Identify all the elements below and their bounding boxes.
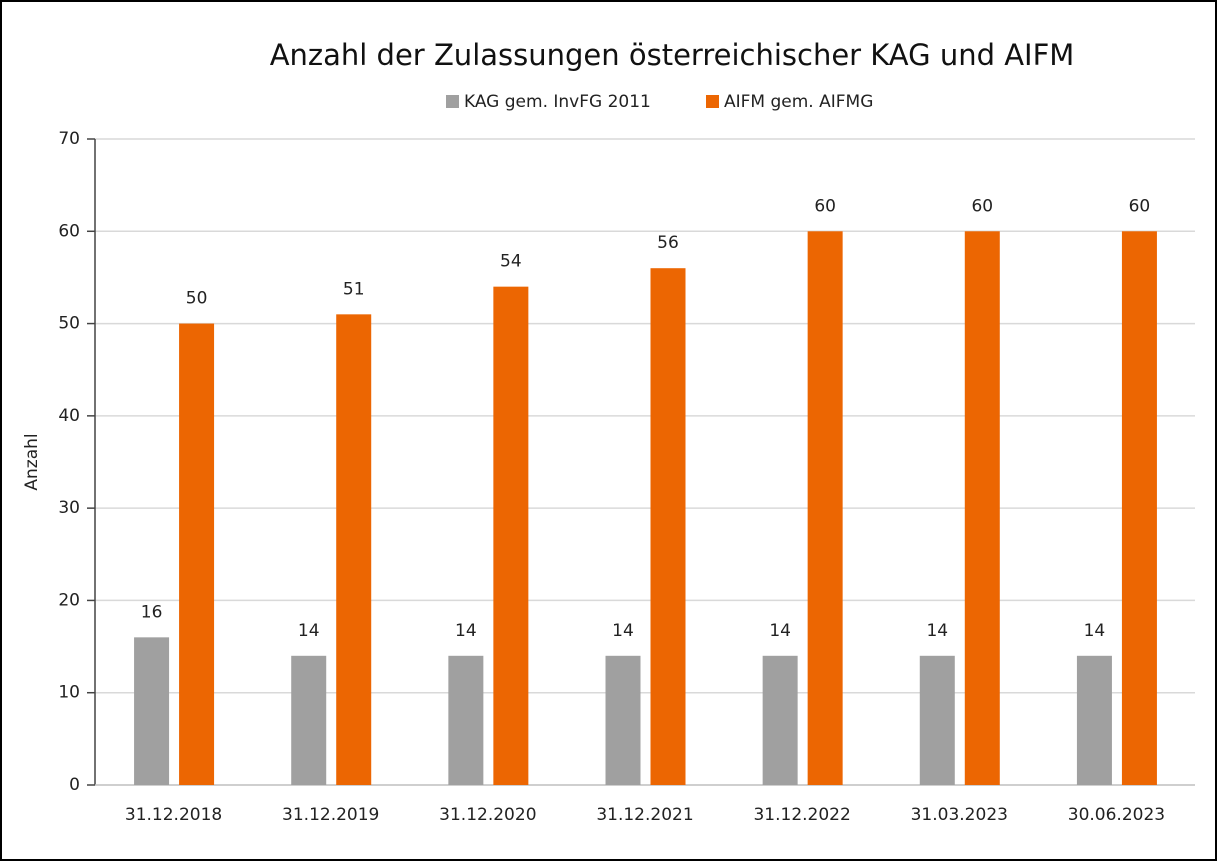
chart-title: Anzahl der Zulassungen österreichischer … <box>270 38 1075 72</box>
bar <box>807 231 843 786</box>
y-tick-label: 70 <box>58 129 80 149</box>
x-tick-label: 31.12.2020 <box>439 805 536 825</box>
bar <box>291 655 327 785</box>
y-tick-label: 60 <box>58 221 80 241</box>
data-label: 14 <box>926 621 948 641</box>
bar <box>919 655 955 785</box>
y-tick-label: 10 <box>58 683 80 703</box>
bar <box>493 286 529 785</box>
y-axis-label: Anzahl <box>22 433 42 490</box>
bar <box>964 231 1000 786</box>
bar <box>605 655 641 785</box>
y-tick-label: 0 <box>69 775 80 795</box>
data-label: 14 <box>769 621 791 641</box>
legend-label: KAG gem. InvFG 2011 <box>464 92 651 112</box>
x-tick-label: 31.12.2018 <box>125 805 222 825</box>
y-tick-label: 30 <box>58 498 80 518</box>
data-label: 56 <box>657 233 679 253</box>
bar <box>1121 231 1157 786</box>
bar <box>650 268 686 785</box>
data-label: 54 <box>500 252 522 272</box>
bar <box>1076 655 1112 785</box>
x-tick-label: 31.12.2022 <box>753 805 850 825</box>
data-label: 14 <box>612 621 634 641</box>
x-tick-label: 31.12.2019 <box>282 805 379 825</box>
data-label: 60 <box>1129 196 1151 216</box>
y-tick-label: 40 <box>58 406 80 426</box>
data-label: 14 <box>1084 621 1106 641</box>
bar <box>448 655 484 785</box>
data-label: 51 <box>343 279 365 299</box>
y-tick-label: 50 <box>58 314 80 334</box>
y-tick-label: 20 <box>58 590 80 610</box>
data-label: 50 <box>186 289 208 309</box>
data-label: 60 <box>971 196 993 216</box>
legend-swatch <box>706 95 719 108</box>
bar <box>336 314 372 785</box>
data-label: 14 <box>298 621 320 641</box>
legend-label: AIFM gem. AIFMG <box>724 92 873 112</box>
bar <box>134 637 170 785</box>
x-tick-label: 31.03.2023 <box>911 805 1008 825</box>
bar <box>762 655 798 785</box>
data-label: 60 <box>814 196 836 216</box>
data-label: 16 <box>141 602 163 622</box>
x-tick-label: 31.12.2021 <box>596 805 693 825</box>
x-tick-label: 30.06.2023 <box>1068 805 1165 825</box>
data-label: 14 <box>455 621 477 641</box>
bar <box>179 323 215 785</box>
legend-swatch <box>446 95 459 108</box>
